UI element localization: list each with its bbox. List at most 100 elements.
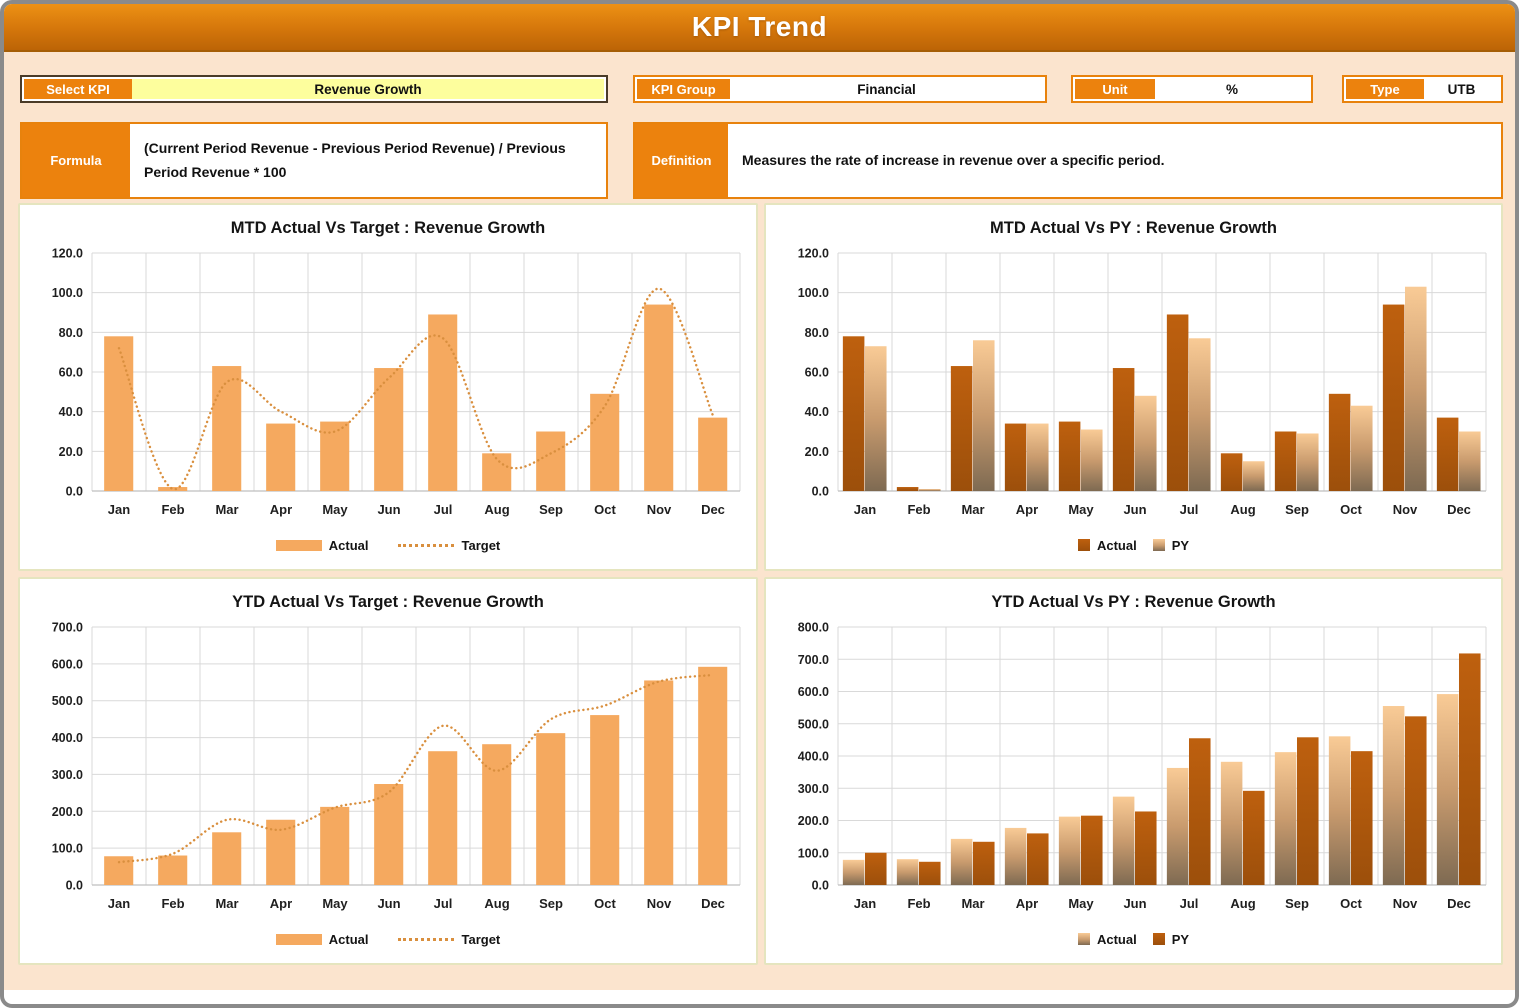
x-category-label: Feb: [161, 502, 184, 517]
actual-bar-swatch-icon: [275, 933, 322, 945]
panel-mtd-actual-vs-target: MTD Actual Vs Target : Revenue Growth 0.…: [18, 203, 758, 571]
legend-label-target: Target: [461, 537, 501, 553]
y-tick-label: 120.0: [52, 247, 83, 261]
x-category-label: May: [322, 502, 348, 517]
chart-title-mtd-target: MTD Actual Vs Target : Revenue Growth: [230, 219, 546, 237]
dashboard-body: Select KPI Revenue Growth KPI Group Fina…: [4, 52, 1515, 990]
y-tick-label: 100.0: [52, 842, 83, 856]
x-category-label: Jan: [853, 502, 875, 517]
y-tick-label: 500.0: [52, 694, 83, 708]
x-category-label: Jun: [377, 896, 400, 911]
x-category-label: Feb: [161, 896, 184, 911]
x-category-label: Jul: [1179, 502, 1198, 517]
x-category-label: Sep: [1285, 502, 1309, 517]
target-dotted-line-swatch-icon: [398, 543, 455, 547]
type-label: Type: [1346, 79, 1424, 99]
x-category-label: Aug: [1230, 502, 1255, 517]
chart-mtd-actual-vs-py: 0.0 20.0 40.0 60.0 80.0 100.0 120.0 Jan Feb Mar Ap…: [797, 247, 1486, 517]
definition-text: Measures the rate of increase in revenue…: [728, 124, 1501, 197]
kpi-group-value: Financial: [730, 79, 1043, 99]
x-category-label: Apr: [1015, 502, 1037, 517]
legend-item-py: PY: [1152, 537, 1190, 553]
chart-title-mtd-py: MTD Actual Vs PY : Revenue Growth: [990, 219, 1277, 237]
x-category-label: Oct: [1340, 502, 1362, 517]
select-kpi-input[interactable]: Revenue Growth: [132, 79, 604, 99]
x-category-label: Jun: [1123, 896, 1146, 911]
x-category-label: Nov: [647, 896, 672, 911]
x-category-label: Oct: [594, 502, 616, 517]
y-tick-label: 200.0: [797, 814, 828, 828]
x-category-label: Jan: [108, 502, 130, 517]
x-category-label: Sep: [539, 502, 563, 517]
legend-mtd-py: Actual PY: [766, 521, 1501, 569]
formula-box: Formula (Current Period Revenue - Previo…: [20, 122, 608, 199]
y-tick-label: 80.0: [59, 326, 83, 340]
y-tick-label: 700.0: [797, 653, 828, 667]
y-tick-label: 100.0: [797, 846, 828, 860]
x-category-label: Nov: [1392, 502, 1417, 517]
y-tick-label: 120.0: [797, 247, 828, 261]
target-dotted-line-swatch-icon: [398, 937, 455, 941]
y-tick-label: 0.0: [811, 879, 828, 893]
py-dark-swatch-icon: [1152, 933, 1165, 945]
legend-label-actual: Actual: [328, 537, 369, 553]
y-tick-label: 500.0: [797, 717, 828, 731]
x-category-label: Oct: [1340, 896, 1362, 911]
actual-bars: [842, 694, 1458, 885]
x-category-label: Dec: [1447, 502, 1471, 517]
y-tick-label: 20.0: [804, 445, 828, 459]
x-category-label: Mar: [961, 502, 984, 517]
y-tick-label: 700.0: [52, 621, 83, 635]
x-category-label: Jan: [853, 896, 875, 911]
x-category-label: Jan: [108, 896, 130, 911]
y-tick-label: 300.0: [52, 768, 83, 782]
formula-text: (Current Period Revenue - Previous Perio…: [130, 124, 606, 197]
legend-item-actual: Actual: [1077, 932, 1137, 947]
type-control: Type UTB: [1342, 75, 1503, 103]
x-category-label: May: [322, 896, 348, 911]
x-category-label: Jul: [434, 502, 453, 517]
header-bar: KPI Trend: [4, 4, 1515, 52]
unit-label: Unit: [1075, 79, 1155, 99]
y-tick-label: 600.0: [52, 657, 83, 671]
y-tick-label: 20.0: [59, 445, 83, 459]
x-category-label: Aug: [484, 502, 509, 517]
y-tick-label: 200.0: [52, 805, 83, 819]
legend-mtd-target: Actual Target: [20, 521, 756, 569]
x-category-label: Dec: [701, 502, 725, 517]
x-category-label: Jun: [1123, 502, 1146, 517]
x-category-label: Feb: [907, 896, 930, 911]
legend-ytd-target: Actual Target: [20, 915, 756, 963]
legend-item-py: PY: [1152, 932, 1189, 947]
x-category-label: Feb: [907, 502, 930, 517]
y-tick-label: 600.0: [797, 685, 828, 699]
y-tick-label: 80.0: [804, 326, 828, 340]
legend-label-actual: Actual: [1096, 537, 1137, 553]
definition-box: Definition Measures the rate of increase…: [633, 122, 1503, 199]
definition-label: Definition: [635, 124, 728, 197]
actual-bar-swatch-icon: [275, 539, 322, 551]
chart-ytd-actual-vs-target: 0.0 100.0 200.0 300.0 400.0 500.0 600.0 700.0 Ja…: [52, 621, 741, 911]
x-category-label: Apr: [270, 896, 292, 911]
x-category-label: Sep: [539, 896, 563, 911]
x-category-label: Apr: [270, 502, 292, 517]
x-category-label: Jul: [434, 896, 453, 911]
y-tick-label: 40.0: [804, 405, 828, 419]
legend-label-py: PY: [1171, 537, 1190, 553]
legend-item-target: Target: [398, 932, 500, 947]
panel-ytd-actual-vs-py: YTD Actual Vs PY : Revenue Growth 0.0 100…: [764, 577, 1503, 965]
formula-label: Formula: [22, 124, 130, 197]
x-category-label: Nov: [1392, 896, 1417, 911]
x-category-label: Mar: [215, 502, 238, 517]
x-category-label: Dec: [1447, 896, 1471, 911]
y-tick-label: 0.0: [66, 879, 83, 893]
x-category-label: Mar: [961, 896, 984, 911]
x-category-label: Aug: [1230, 896, 1255, 911]
actual-bars: [842, 304, 1458, 491]
x-category-label: May: [1068, 502, 1094, 517]
unit-value: %: [1155, 79, 1309, 99]
panel-ytd-actual-vs-target: YTD Actual Vs Target : Revenue Growth 0.…: [18, 577, 758, 965]
panel-mtd-actual-vs-py: MTD Actual Vs PY : Revenue Growth 0.0 20.…: [764, 203, 1503, 571]
legend-ytd-py: Actual PY: [766, 915, 1501, 963]
